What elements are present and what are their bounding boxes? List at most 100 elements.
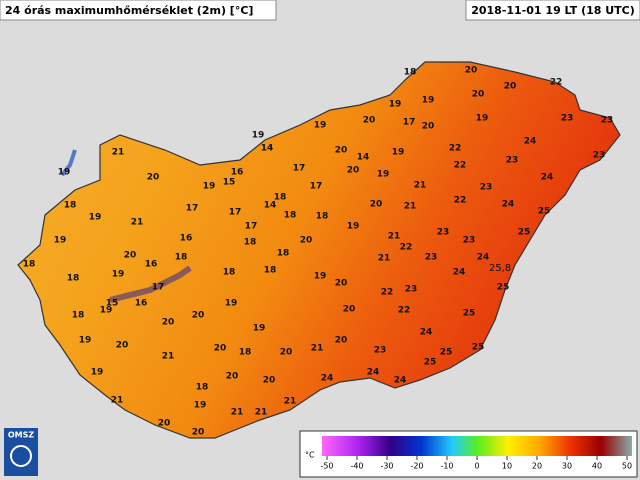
station-value: 20 bbox=[263, 376, 276, 386]
timestamp: 2018-11-01 19 LT (18 UTC) bbox=[471, 4, 635, 17]
title-box bbox=[0, 0, 277, 21]
station-value: 21 bbox=[311, 344, 324, 354]
station-value: 19 bbox=[58, 168, 71, 178]
legend-tick-label: 30 bbox=[562, 462, 572, 471]
station-value: 23 bbox=[425, 253, 438, 263]
station-value: 18 bbox=[67, 274, 80, 284]
lake-balaton bbox=[109, 265, 192, 303]
station-value: 20 bbox=[192, 311, 205, 321]
station-value: 21 bbox=[162, 352, 175, 362]
station-value: 17 bbox=[245, 222, 258, 232]
station-value: 19 bbox=[54, 236, 67, 246]
station-value: 16 bbox=[135, 299, 148, 309]
station-value: 20 bbox=[335, 336, 348, 346]
station-value: 20 bbox=[116, 341, 129, 351]
station-value: 24 bbox=[367, 368, 380, 378]
max-label: 25,8 bbox=[489, 263, 511, 274]
station-value: 14 bbox=[264, 201, 277, 211]
station-value: 18 bbox=[274, 193, 287, 203]
station-value: 22 bbox=[454, 196, 467, 206]
station-value: 23 bbox=[405, 285, 418, 295]
station-value: 20 bbox=[300, 236, 313, 246]
station-value: 19 bbox=[194, 401, 207, 411]
legend-tick-label: -10 bbox=[440, 462, 453, 471]
station-value: 23 bbox=[593, 151, 606, 161]
station-value: 16 bbox=[145, 260, 158, 270]
station-value: 21 bbox=[284, 397, 297, 407]
logo-mark bbox=[10, 445, 32, 467]
station-value: 22 bbox=[398, 306, 411, 316]
station-value: 18 bbox=[284, 211, 297, 221]
station-value: 21 bbox=[112, 148, 125, 158]
station-value: 20 bbox=[124, 251, 137, 261]
station-value: 18 bbox=[239, 348, 252, 358]
legend-tick-label: 0 bbox=[474, 462, 479, 471]
legend-tick-label: 10 bbox=[502, 462, 512, 471]
station-value: 15 bbox=[106, 299, 119, 309]
stations: 18 20 20 22 19 20 19 19 20 17 20 19 23 23 19 14 20 14 19 22… bbox=[23, 66, 614, 438]
station-value: 20 bbox=[147, 173, 160, 183]
station-value: 25 bbox=[518, 228, 531, 238]
station-value: 21 bbox=[131, 218, 144, 228]
legend-tick-label: -30 bbox=[380, 462, 393, 471]
station-value: 22 bbox=[550, 78, 563, 88]
station-value: 19 bbox=[89, 213, 102, 223]
station-value: 18 bbox=[404, 68, 417, 78]
station-value: 19 bbox=[314, 272, 327, 282]
station-value: 25 bbox=[497, 283, 510, 293]
station-value: 20 bbox=[343, 305, 356, 315]
station-value: 16 bbox=[231, 168, 244, 178]
station-value: 20 bbox=[158, 419, 171, 429]
station-value: 19 bbox=[253, 324, 266, 334]
station-value: 24 bbox=[321, 374, 334, 384]
station-value: 20 bbox=[370, 200, 383, 210]
station-value: 18 bbox=[316, 212, 329, 222]
station-value: 20 bbox=[280, 348, 293, 358]
station-value: 19 bbox=[392, 148, 405, 158]
station-value: 24 bbox=[502, 200, 515, 210]
station-value: 15 bbox=[223, 178, 236, 188]
legend-tick-label: -40 bbox=[350, 462, 363, 471]
station-value: 19 bbox=[377, 170, 390, 180]
station-value: 25 bbox=[424, 358, 437, 368]
legend-tick-label: 50 bbox=[622, 462, 632, 471]
station-value: 24 bbox=[524, 137, 537, 147]
station-value: 19 bbox=[389, 100, 402, 110]
station-value: 19 bbox=[476, 114, 489, 124]
station-value: 17 bbox=[403, 118, 416, 128]
station-value: 21 bbox=[231, 408, 244, 418]
station-value: 18 bbox=[244, 238, 257, 248]
station-value: 25 bbox=[538, 207, 551, 217]
station-value: 20 bbox=[363, 116, 376, 126]
station-value: 19 bbox=[79, 336, 92, 346]
station-value: 17 bbox=[293, 164, 306, 174]
station-value: 18 bbox=[223, 268, 236, 278]
station-value: 17 bbox=[152, 283, 165, 293]
logo bbox=[4, 428, 38, 476]
station-value: 20 bbox=[504, 82, 517, 92]
station-value: 16 bbox=[180, 234, 193, 244]
station-value: 20 bbox=[465, 66, 478, 76]
station-value: 25 bbox=[463, 309, 476, 319]
station-value: 23 bbox=[437, 228, 450, 238]
legend-unit: °C bbox=[305, 451, 315, 460]
title: 24 órás maximumhőmérséklet (2m) [°C] bbox=[5, 4, 253, 17]
station-value: 18 bbox=[196, 383, 209, 393]
station-value: 20 bbox=[472, 90, 485, 100]
station-value: 25 bbox=[440, 348, 453, 358]
station-value: 18 bbox=[72, 311, 85, 321]
station-value: 20 bbox=[422, 122, 435, 132]
station-value: 17 bbox=[186, 204, 199, 214]
station-value: 19 bbox=[203, 182, 216, 192]
station-value: 21 bbox=[111, 396, 124, 406]
station-value: 20 bbox=[335, 279, 348, 289]
station-value: 19 bbox=[100, 306, 113, 316]
station-value: 18 bbox=[277, 249, 290, 259]
station-value: 23 bbox=[463, 236, 476, 246]
station-value: 21 bbox=[378, 254, 391, 264]
station-value: 22 bbox=[381, 288, 394, 298]
station-value: 20 bbox=[226, 372, 239, 382]
colorbar bbox=[322, 436, 632, 456]
